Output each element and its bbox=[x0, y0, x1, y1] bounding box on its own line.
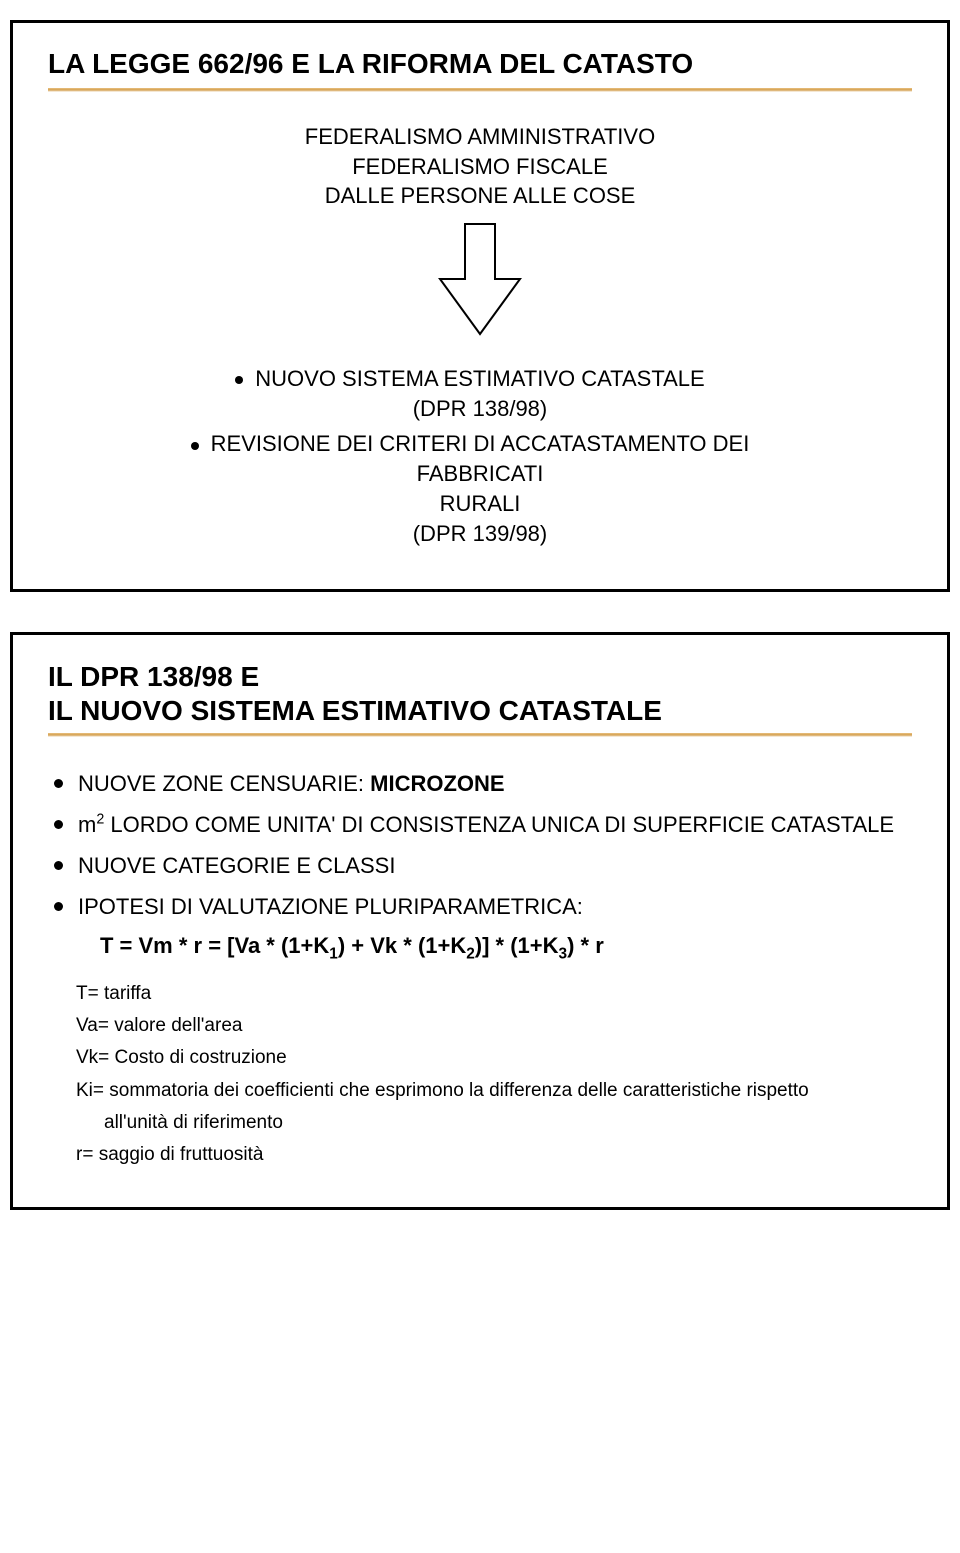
bullet-dot-icon bbox=[235, 376, 243, 384]
down-arrow-wrap bbox=[48, 219, 912, 344]
title-underline bbox=[48, 88, 912, 92]
intro-line-1: FEDERALISMO AMMINISTRATIVO bbox=[48, 122, 912, 152]
intro-block: FEDERALISMO AMMINISTRATIVO FEDERALISMO F… bbox=[48, 122, 912, 211]
bullet1-line1: NUOVO SISTEMA ESTIMATIVO CATASTALE bbox=[255, 366, 704, 391]
item-categorie: NUOVE CATEGORIE E CLASSI bbox=[54, 849, 912, 882]
panel1-bullets: NUOVO SISTEMA ESTIMATIVO CATASTALE (DPR … bbox=[150, 364, 810, 554]
def-r: r= saggio di fruttuosità bbox=[76, 1139, 912, 1171]
panel-legge-662: LA LEGGE 662/96 E LA RIFORMA DEL CATASTO… bbox=[10, 20, 950, 592]
formula: T = Vm * r = [Va * (1+K1) + Vk * (1+K2)]… bbox=[48, 933, 912, 963]
down-arrow-icon bbox=[430, 219, 530, 339]
intro-line-2: FEDERALISMO FISCALE bbox=[48, 152, 912, 182]
panel2-list: NUOVE ZONE CENSUARIE: MICROZONE m2 LORDO… bbox=[48, 767, 912, 923]
item2-text: LORDO COME UNITA' DI CONSISTENZA UNICA D… bbox=[104, 812, 894, 837]
item2-prefix: m bbox=[78, 812, 96, 837]
bullet-dot-icon bbox=[191, 442, 199, 450]
def-vk: Vk= Costo di costruzione bbox=[76, 1042, 912, 1074]
item-m2-lordo: m2 LORDO COME UNITA' DI CONSISTENZA UNIC… bbox=[54, 808, 912, 841]
panel1-title: LA LEGGE 662/96 E LA RIFORMA DEL CATASTO bbox=[48, 48, 912, 80]
bullet-nuovo-sistema: NUOVO SISTEMA ESTIMATIVO CATASTALE (DPR … bbox=[150, 364, 810, 429]
item-microzone: NUOVE ZONE CENSUARIE: MICROZONE bbox=[54, 767, 912, 800]
intro-line-3: DALLE PERSONE ALLE COSE bbox=[48, 181, 912, 211]
item1-bold: MICROZONE bbox=[370, 771, 504, 796]
panel2-title-line1: IL DPR 138/98 E bbox=[48, 661, 259, 692]
panel-dpr-138: IL DPR 138/98 E IL NUOVO SISTEMA ESTIMAT… bbox=[10, 632, 950, 1209]
bullet1-line2: (DPR 138/98) bbox=[413, 396, 548, 421]
panel2-title-line2: IL NUOVO SISTEMA ESTIMATIVO CATASTALE bbox=[48, 695, 662, 726]
item-ipotesi: IPOTESI DI VALUTAZIONE PLURIPARAMETRICA: bbox=[54, 890, 912, 923]
bullet2-line3: (DPR 139/98) bbox=[413, 521, 548, 546]
definitions: T= tariffa Va= valore dell'area Vk= Cost… bbox=[48, 978, 912, 1172]
def-t: T= tariffa bbox=[76, 978, 912, 1010]
def-va: Va= valore dell'area bbox=[76, 1010, 912, 1042]
def-ki-line1: Ki= sommatoria dei coefficienti che espr… bbox=[76, 1075, 912, 1107]
panel2-title: IL DPR 138/98 E IL NUOVO SISTEMA ESTIMAT… bbox=[48, 660, 912, 727]
item1-pre: NUOVE ZONE CENSUARIE: bbox=[78, 771, 370, 796]
def-ki-line2: all'unità di riferimento bbox=[76, 1107, 912, 1139]
bullet2-line1: REVISIONE DEI CRITERI DI ACCATASTAMENTO … bbox=[211, 431, 750, 486]
title-underline bbox=[48, 733, 912, 737]
bullet-revisione: REVISIONE DEI CRITERI DI ACCATASTAMENTO … bbox=[150, 429, 810, 554]
bullet2-line2: RURALI bbox=[440, 491, 521, 516]
